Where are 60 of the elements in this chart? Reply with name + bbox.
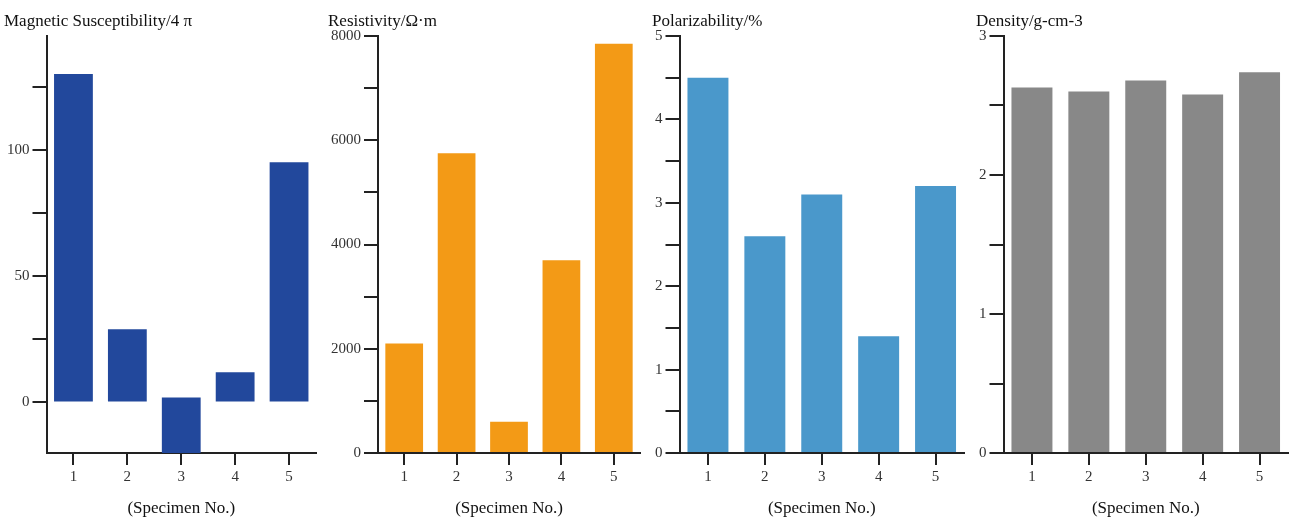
x-tick-label: 4 <box>874 467 883 484</box>
bar <box>1182 94 1224 452</box>
bar <box>915 186 957 452</box>
x-tick-label: 3 <box>177 467 185 484</box>
bar <box>1125 80 1167 452</box>
y-tick-label: 1 <box>655 360 663 377</box>
y-tick-label: 2000 <box>331 339 361 356</box>
x-tick-label: 2 <box>1085 467 1093 484</box>
x-axis-title: (Specimen No.) <box>767 497 876 517</box>
x-tick-label: 5 <box>1255 467 1264 484</box>
bar <box>215 372 255 402</box>
bar <box>54 73 93 402</box>
bar <box>161 397 201 453</box>
x-tick-label: 5 <box>610 467 618 484</box>
bar <box>385 343 424 452</box>
y-tick-label: 100 <box>7 140 30 157</box>
bar <box>107 329 147 402</box>
x-tick-label: 2 <box>761 467 769 484</box>
bar <box>490 421 528 452</box>
y-tick-label: 2 <box>979 165 987 182</box>
bar <box>801 194 843 452</box>
y-tick-label: 6000 <box>331 131 361 148</box>
bar <box>594 43 633 452</box>
x-tick-label: 1 <box>400 467 408 484</box>
y-tick-label: 50 <box>14 267 30 284</box>
bar <box>1068 91 1110 452</box>
x-tick-label: 4 <box>557 467 566 484</box>
x-tick-label: 3 <box>818 467 826 484</box>
x-tick-label: 1 <box>704 467 712 484</box>
bar <box>1011 87 1053 452</box>
x-tick-label: 5 <box>931 467 940 484</box>
y-tick-label: 0 <box>655 443 663 460</box>
x-tick-label: 2 <box>123 467 132 484</box>
y-tick-label: 4 <box>655 110 663 127</box>
bar <box>744 236 786 452</box>
y-tick-label: 4000 <box>331 235 361 252</box>
x-tick-label: 3 <box>1142 467 1150 484</box>
bar <box>858 336 900 452</box>
bar <box>542 260 581 452</box>
x-tick-label: 4 <box>231 467 240 484</box>
x-tick-label: 4 <box>1198 467 1207 484</box>
bar <box>269 162 309 402</box>
x-axis-title: (Specimen No.) <box>1091 497 1200 517</box>
bar <box>687 77 729 452</box>
x-tick-label: 5 <box>285 467 293 484</box>
y-axis-title: Magnetic Susceptibility/4 π <box>3 10 193 30</box>
bar <box>1239 72 1281 452</box>
x-tick-label: 1 <box>1028 467 1036 484</box>
x-axis-title: (Specimen No.) <box>127 497 236 517</box>
bar <box>437 153 476 452</box>
y-tick-label: 3 <box>655 193 663 210</box>
x-tick-label: 1 <box>69 467 78 484</box>
y-tick-label: 0 <box>353 443 361 460</box>
y-tick-label: 0 <box>22 393 30 410</box>
x-tick-label: 3 <box>505 467 513 484</box>
x-tick-label: 2 <box>452 467 461 484</box>
y-tick-label: 0 <box>979 443 987 460</box>
y-tick-label: 2 <box>655 277 663 294</box>
x-axis-title: (Specimen No.) <box>455 497 563 517</box>
y-tick-label: 1 <box>979 304 987 321</box>
